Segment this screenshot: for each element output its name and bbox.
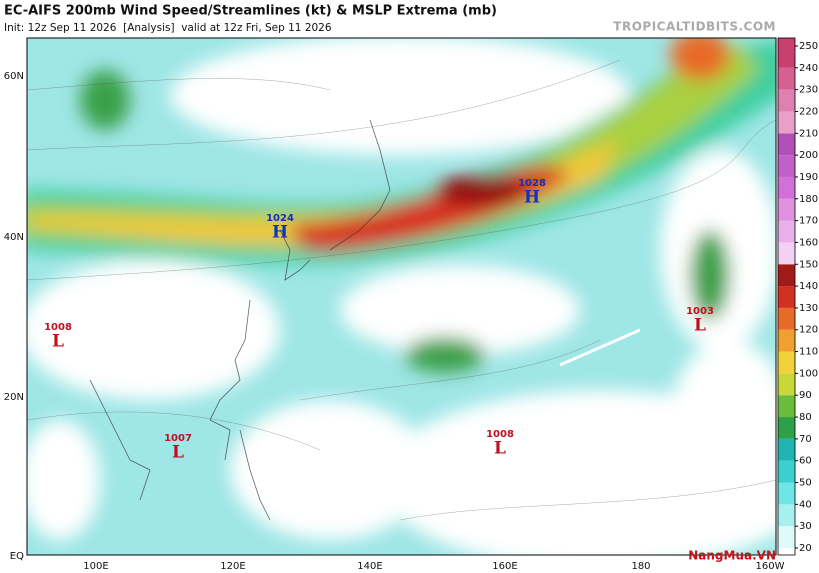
colorbar-label: 30 xyxy=(799,521,812,532)
colorbar-segment xyxy=(778,504,795,527)
pressure-symbol: L xyxy=(52,332,64,352)
colorbar-frame xyxy=(777,37,796,556)
pressure-symbol: L xyxy=(172,443,184,463)
pressure-value: 1003 xyxy=(686,306,714,317)
map-frame xyxy=(26,37,777,556)
colorbar-segment xyxy=(778,176,795,199)
map xyxy=(27,38,776,555)
lon-label: 160W xyxy=(756,561,785,572)
colorbar-bottom xyxy=(778,548,795,555)
watermark: NangMua.VN xyxy=(688,549,776,563)
colorbar-segment xyxy=(778,198,795,221)
lon-label: 140E xyxy=(357,561,382,572)
colorbar-label: 170 xyxy=(799,216,818,227)
colorbar-label: 80 xyxy=(799,412,812,423)
colorbar-segment xyxy=(778,351,795,374)
lon-label: 100E xyxy=(83,561,108,572)
pressure-value: 1007 xyxy=(164,433,192,444)
colorbar-label: 240 xyxy=(799,63,818,74)
colorbar-segment xyxy=(778,307,795,330)
colorbar-label: 150 xyxy=(799,259,818,270)
colorbar-label: 180 xyxy=(799,194,818,205)
colorbar-label: 60 xyxy=(799,456,812,467)
colorbar-segment xyxy=(778,220,795,243)
pressure-symbol: L xyxy=(694,316,706,336)
lon-label: 160E xyxy=(492,561,517,572)
pressure-symbol: H xyxy=(524,188,540,208)
colorbar-label: 100 xyxy=(799,368,818,379)
lon-label: 180 xyxy=(631,561,650,572)
colorbar-label: 120 xyxy=(799,325,818,336)
colorbar-label: 250 xyxy=(799,41,818,52)
colorbar-segment xyxy=(778,133,795,156)
colorbar-segment xyxy=(778,67,795,90)
colorbar-segment xyxy=(778,460,795,483)
lon-label: 120E xyxy=(220,561,245,572)
colorbar-label: 160 xyxy=(799,237,818,248)
lat-label: 40N xyxy=(4,232,24,243)
colorbar-segment xyxy=(778,155,795,177)
lat-label: 60N xyxy=(4,71,24,82)
colorbar-label: 210 xyxy=(799,128,818,139)
lat-label: 20N xyxy=(4,392,24,403)
colorbar-segment xyxy=(778,286,795,308)
colorbar-label: 20 xyxy=(799,543,812,554)
colorbar-label: 40 xyxy=(799,499,812,510)
colorbar-label: 50 xyxy=(799,478,812,489)
title: EC-AIFS 200mb Wind Speed/Streamlines (kt… xyxy=(4,4,497,19)
colorbar-segment xyxy=(778,242,795,265)
colorbar-label: 190 xyxy=(799,172,818,183)
pressure-symbol: L xyxy=(494,439,506,459)
colorbar-segment xyxy=(778,46,795,68)
colorbar-segment xyxy=(778,438,795,461)
subtitle: Init: 12z Sep 11 2026 [Analysis] valid a… xyxy=(4,22,332,34)
colorbar-segment xyxy=(778,395,795,418)
colorbar-label: 110 xyxy=(799,347,818,358)
pressure-value: 1008 xyxy=(44,322,72,333)
colorbar-segment xyxy=(778,111,795,134)
colorbar-label: 130 xyxy=(799,303,818,314)
colorbar-segment xyxy=(778,89,795,112)
colorbar-segment xyxy=(778,482,795,505)
colorbar-segment xyxy=(778,417,795,439)
colorbar-label: 90 xyxy=(799,390,812,401)
colorbar-segment xyxy=(778,264,795,287)
pressure-value: 1024 xyxy=(266,213,294,224)
colorbar-segment xyxy=(778,329,795,352)
pressure-symbol: H xyxy=(272,223,288,243)
colorbar-top xyxy=(778,38,795,46)
colorbar: 20 30 40 50 60 70 80 90 100 110 120 130 140 150 160 170… xyxy=(777,37,818,556)
pressure-value: 1008 xyxy=(486,429,514,440)
pressure-value: 1028 xyxy=(518,178,546,189)
colorbar-label: 220 xyxy=(799,106,818,117)
lat-label: EQ xyxy=(10,551,24,562)
colorbar-label: 230 xyxy=(799,85,818,96)
colorbar-segment xyxy=(778,526,795,548)
colorbar-label: 200 xyxy=(799,150,818,161)
colorbar-label: 140 xyxy=(799,281,818,292)
colorbar-label: 70 xyxy=(799,434,812,445)
colorbar-segment xyxy=(778,373,795,396)
site-name: TROPICALTIDBITS.COM xyxy=(613,20,776,34)
